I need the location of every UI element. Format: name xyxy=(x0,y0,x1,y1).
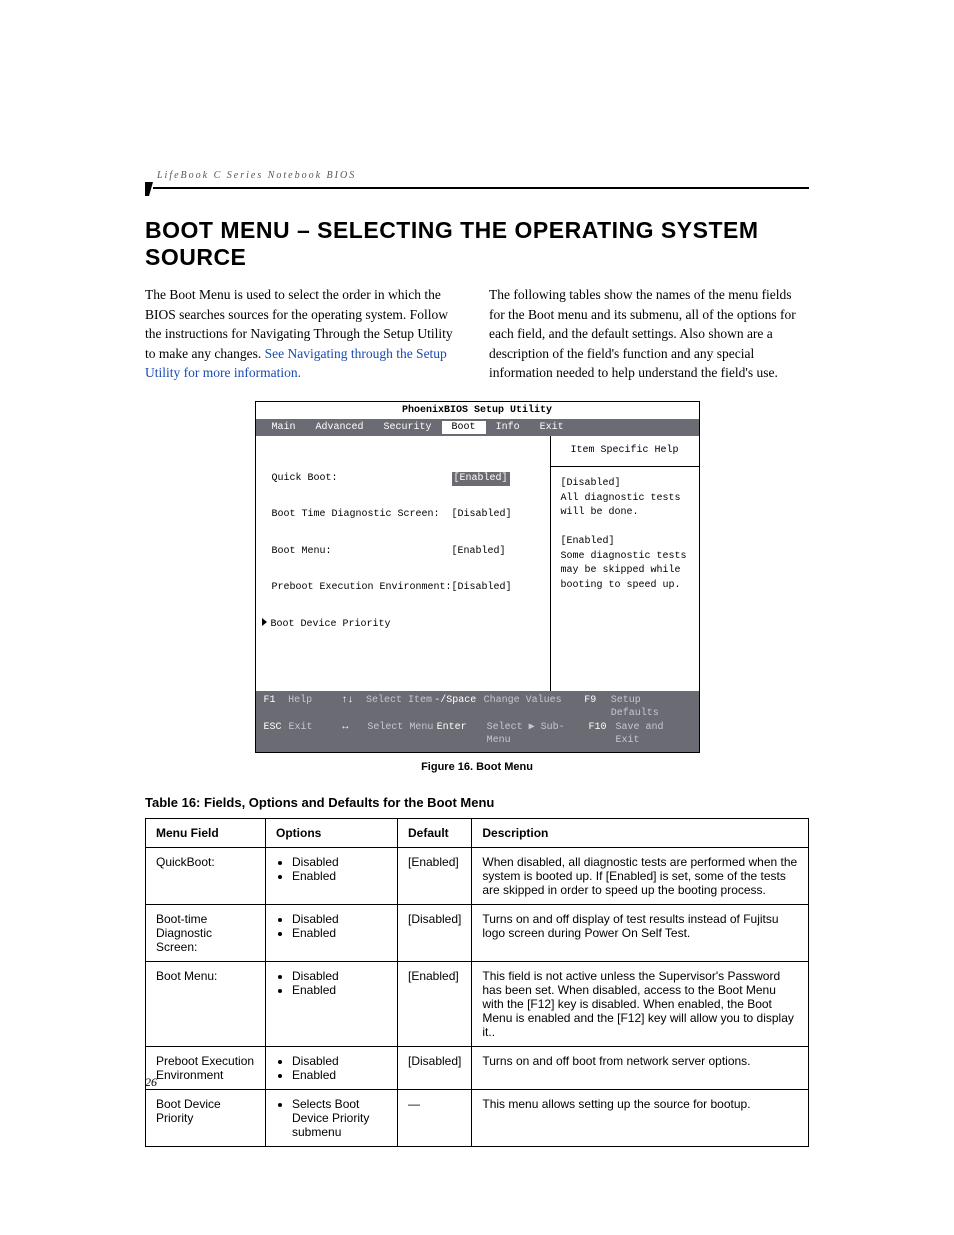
key-label: F9 xyxy=(584,694,611,721)
th-default: Default xyxy=(398,818,472,847)
bios-help-body: [Disabled] All diagnostic tests will be … xyxy=(561,477,689,593)
intro-right: The following tables show the names of t… xyxy=(489,285,809,383)
cell-options: Selects Boot Device Priority submenu xyxy=(266,1089,398,1146)
option-item: Disabled xyxy=(292,1054,387,1068)
cell-menu-field: Boot-time Diagnostic Screen: xyxy=(146,904,266,961)
bios-tab-main[interactable]: Main xyxy=(262,421,306,434)
option-item: Enabled xyxy=(292,926,387,940)
key-desc: Exit xyxy=(289,721,343,748)
bios-footer-row: ESC Exit ↔ Select Menu Enter Select ▶ Su… xyxy=(264,721,691,748)
bios-tab-advanced[interactable]: Advanced xyxy=(306,421,374,434)
cell-default: [Enabled] xyxy=(398,847,472,904)
key-label: F1 xyxy=(264,694,289,721)
table-row: Boot Device Priority Selects Boot Device … xyxy=(146,1089,809,1146)
bios-tabs: Main Advanced Security Boot Info Exit xyxy=(256,419,699,436)
table-header-row: Menu Field Options Default Description xyxy=(146,818,809,847)
th-options: Options xyxy=(266,818,398,847)
cell-default: [Disabled] xyxy=(398,1046,472,1089)
key-label: Enter xyxy=(437,721,487,748)
cell-description: When disabled, all diagnostic tests are … xyxy=(472,847,809,904)
key-desc: Change Values xyxy=(484,694,585,721)
bios-label: Boot Menu: xyxy=(272,545,452,560)
table-row: Preboot Execution EnvironmentDisabledEna… xyxy=(146,1046,809,1089)
bios-label: Quick Boot: xyxy=(272,472,452,487)
cell-description: Turns on and off display of test results… xyxy=(472,904,809,961)
key-label: F10 xyxy=(589,721,616,748)
cell-description: This menu allows setting up the source f… xyxy=(472,1089,809,1146)
key-desc: Help xyxy=(288,694,341,721)
bios-label: Boot Device Priority xyxy=(271,618,391,633)
table-row: Boot Menu:DisabledEnabled[Enabled]This f… xyxy=(146,961,809,1046)
bios-title: PhoenixBIOS Setup Utility xyxy=(256,402,699,419)
key-label: -/Space xyxy=(434,694,483,721)
cell-options: DisabledEnabled xyxy=(266,1046,398,1089)
th-description: Description xyxy=(472,818,809,847)
th-menu-field: Menu Field xyxy=(146,818,266,847)
bios-footer-row: F1 Help ↑↓ Select Item -/Space Change Va… xyxy=(264,694,691,721)
cell-options: DisabledEnabled xyxy=(266,961,398,1046)
bios-tab-boot[interactable]: Boot xyxy=(442,421,486,434)
bios-value[interactable]: [Enabled] xyxy=(452,472,510,487)
header-marker xyxy=(145,182,153,196)
bios-footer: F1 Help ↑↓ Select Item -/Space Change Va… xyxy=(256,691,699,752)
intro-left: The Boot Menu is used to select the orde… xyxy=(145,285,465,383)
options-table: Menu Field Options Default Description Q… xyxy=(145,818,809,1147)
cell-default: [Enabled] xyxy=(398,961,472,1046)
intro-columns: The Boot Menu is used to select the orde… xyxy=(145,285,809,383)
table-caption: Table 16: Fields, Options and Defaults f… xyxy=(145,795,809,810)
bios-help-title: Item Specific Help xyxy=(551,444,699,468)
cell-menu-field: Boot Menu: xyxy=(146,961,266,1046)
bios-row[interactable]: Preboot Execution Environment: [Disabled… xyxy=(272,581,542,596)
key-label: ↔ xyxy=(342,721,367,748)
option-item: Enabled xyxy=(292,869,387,883)
figure-caption: Figure 16. Boot Menu xyxy=(145,761,809,773)
bios-label: Boot Time Diagnostic Screen: xyxy=(272,508,452,523)
key-desc: Select Menu xyxy=(367,721,436,748)
bios-panel: PhoenixBIOS Setup Utility Main Advanced … xyxy=(255,401,700,753)
page-title: BOOT MENU – SELECTING THE OPERATING SYST… xyxy=(145,217,809,271)
bios-row[interactable]: Boot Menu: [Enabled] xyxy=(272,545,542,560)
cell-default: — xyxy=(398,1089,472,1146)
cell-options: DisabledEnabled xyxy=(266,904,398,961)
bios-row[interactable]: Boot Time Diagnostic Screen: [Disabled] xyxy=(272,508,542,523)
bios-settings: Quick Boot: [Enabled] Boot Time Diagnost… xyxy=(256,436,551,691)
option-item: Disabled xyxy=(292,855,387,869)
cell-description: This field is not active unless the Supe… xyxy=(472,961,809,1046)
bios-tab-security[interactable]: Security xyxy=(374,421,442,434)
bios-value[interactable]: [Disabled] xyxy=(452,581,512,596)
bios-value[interactable]: [Disabled] xyxy=(452,508,512,523)
cell-options: DisabledEnabled xyxy=(266,847,398,904)
bios-row[interactable]: Boot Device Priority xyxy=(262,618,542,633)
bios-value[interactable]: [Enabled] xyxy=(452,545,506,560)
option-item: Enabled xyxy=(292,983,387,997)
option-item: Enabled xyxy=(292,1068,387,1082)
cell-description: Turns on and off boot from network serve… xyxy=(472,1046,809,1089)
cell-menu-field: QuickBoot: xyxy=(146,847,266,904)
submenu-arrow-icon xyxy=(262,618,267,626)
bios-tab-info[interactable]: Info xyxy=(486,421,530,434)
running-head: LifeBook C Series Notebook BIOS xyxy=(145,170,809,181)
header-rule xyxy=(145,187,809,189)
key-desc: Setup Defaults xyxy=(611,694,691,721)
cell-menu-field: Boot Device Priority xyxy=(146,1089,266,1146)
cell-menu-field: Preboot Execution Environment xyxy=(146,1046,266,1089)
key-desc: Select Item xyxy=(366,694,434,721)
bios-tab-exit[interactable]: Exit xyxy=(530,421,574,434)
option-item: Disabled xyxy=(292,912,387,926)
option-item: Disabled xyxy=(292,969,387,983)
bios-help: Item Specific Help [Disabled] All diagno… xyxy=(551,436,699,691)
table-row: Boot-time Diagnostic Screen:DisabledEnab… xyxy=(146,904,809,961)
bios-row[interactable]: Quick Boot: [Enabled] xyxy=(272,472,542,487)
key-desc: Select ▶ Sub-Menu xyxy=(487,721,589,748)
page-number: 26 xyxy=(145,1075,157,1090)
key-label: ↑↓ xyxy=(341,694,366,721)
option-item: Selects Boot Device Priority submenu xyxy=(292,1097,387,1139)
key-desc: Save and Exit xyxy=(615,721,690,748)
cell-default: [Disabled] xyxy=(398,904,472,961)
table-row: QuickBoot:DisabledEnabled[Enabled]When d… xyxy=(146,847,809,904)
key-label: ESC xyxy=(264,721,289,748)
bios-label: Preboot Execution Environment: xyxy=(272,581,452,596)
